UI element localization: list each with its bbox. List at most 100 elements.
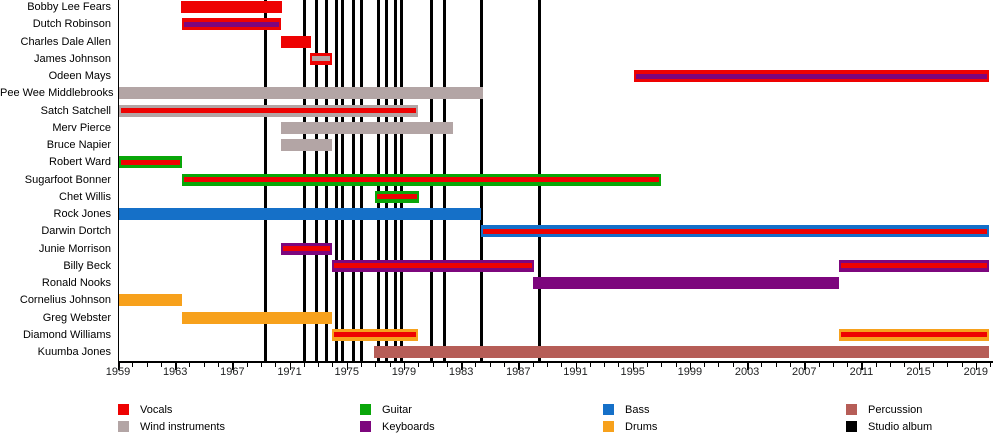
x-axis-minor-tick [961, 363, 963, 367]
member-labels: Bobby Lee Fears Dutch Robinson Charles Dal… [0, 0, 114, 362]
x-axis-minor-tick [675, 363, 677, 367]
x-axis-tick-label: 1967 [220, 366, 245, 378]
x-axis-tick-label: 2011 [849, 366, 874, 378]
x-axis-minor-tick [661, 363, 663, 367]
x-axis-minor-tick [718, 363, 720, 367]
member-tenure-bar [309, 52, 333, 65]
secondary-role-stripe [840, 263, 987, 269]
x-axis-minor-tick [532, 363, 534, 367]
member-tenure-bar [119, 87, 483, 100]
x-axis-major-tick [289, 363, 292, 370]
secondary-role-stripe [334, 332, 417, 338]
x-axis-minor-tick [275, 363, 277, 367]
x-axis-minor-tick [647, 363, 648, 367]
x-axis-minor-tick [260, 363, 262, 367]
x-axis-minor-tick [132, 363, 134, 367]
y-axis-spine [118, 0, 119, 362]
member-label: Darwin Dortch [41, 225, 111, 238]
guitar-color-swatch [360, 404, 371, 415]
x-axis-tick-label: 1995 [620, 366, 645, 378]
member-tenure-bar [374, 190, 419, 203]
secondary-role-stripe [334, 263, 533, 269]
member-tenure-bar [182, 18, 281, 31]
x-axis-minor-tick [604, 363, 606, 367]
member-tenure-bar [332, 328, 419, 341]
secondary-role-stripe [636, 73, 987, 79]
x-axis-minor-tick [475, 363, 477, 367]
x-axis-minor-tick [947, 363, 949, 367]
member-tenure-bar [838, 328, 989, 341]
member-tenure-bar [634, 70, 989, 82]
studio_album-color-swatch [846, 421, 857, 432]
x-axis-minor-tick [504, 363, 506, 367]
member-label: Odeen Mays [48, 70, 111, 82]
member-tenure-bar [180, 1, 283, 13]
member-label: James Johnson [33, 52, 111, 65]
x-axis-major-tick [747, 363, 749, 370]
member-label: Satch Satchell [40, 104, 111, 117]
x-axis-minor-tick [932, 363, 934, 367]
member-label: Greg Webster [42, 311, 111, 324]
x-axis-tick-label: 2019 [963, 366, 989, 378]
x-axis-minor-tick [732, 363, 734, 367]
x-axis-minor-tick [875, 363, 877, 367]
x-axis-minor-tick [832, 363, 834, 367]
member-label: Dutch Robinson [32, 18, 111, 31]
percussion-color-swatch [846, 404, 857, 415]
x-axis-minor-tick [990, 363, 992, 367]
x-axis-minor-tick [318, 363, 320, 367]
member-tenure-bar [532, 277, 839, 289]
member-tenure-bar [118, 208, 482, 220]
secondary-role-stripe [376, 194, 417, 200]
member-label: Rock Jones [53, 208, 111, 220]
member-label: Junie Morrison [38, 242, 111, 255]
x-axis-minor-tick [489, 363, 491, 367]
keyboards-color-swatch [360, 421, 371, 432]
x-axis-minor-tick [389, 363, 391, 367]
x-axis-tick-label: 1959 [105, 366, 131, 378]
legend-label: Bass [625, 404, 650, 416]
legend-label: Percussion [868, 404, 923, 416]
x-axis-minor-tick [789, 363, 791, 367]
x-axis-minor-tick [246, 363, 248, 367]
x-axis-minor-tick [160, 363, 162, 367]
secondary-role-stripe [483, 228, 987, 234]
secondary-role-stripe [120, 159, 181, 165]
x-axis-minor-tick [904, 363, 906, 367]
x-axis-minor-tick [818, 363, 820, 367]
member-tenure-bar [118, 156, 183, 169]
member-tenure-bar [280, 242, 333, 255]
member-tenure-bar [373, 346, 989, 358]
vocals-color-swatch [118, 404, 129, 415]
x-axis-minor-tick [146, 363, 148, 367]
x-axis-minor-tick [589, 363, 591, 367]
x-axis-tick-label: 1983 [448, 366, 474, 378]
member-label: Cornelius Johnson [19, 294, 111, 307]
x-axis-minor-tick [704, 363, 706, 367]
member-label: Sugarfoot Bonner [24, 173, 111, 186]
x-axis-major-tick [518, 363, 520, 370]
x-axis-minor-tick [218, 363, 220, 367]
member-tenure-bar [481, 225, 989, 238]
x-axis-minor-tick [203, 363, 205, 367]
x-axis-tick-label: 2015 [906, 366, 931, 378]
member-tenure-bar [118, 294, 183, 307]
x-axis-minor-tick [761, 363, 763, 367]
x-axis-minor-tick [446, 363, 448, 367]
member-tenure-bar [332, 259, 535, 272]
x-axis-tick-label: 2007 [792, 366, 817, 378]
member-label: Pee Wee Middlebrooks [0, 87, 114, 100]
x-axis-major-tick [918, 363, 921, 370]
x-axis-minor-tick [561, 363, 563, 367]
legend-label: Vocals [140, 404, 173, 416]
member-label: Merv Pierce [52, 121, 111, 134]
secondary-role-stripe [311, 56, 331, 62]
x-axis-major-tick [575, 363, 578, 370]
x-axis-minor-tick [546, 363, 548, 367]
x-axis-tick-label: 1971 [277, 366, 302, 378]
x-axis-minor-tick [189, 363, 191, 367]
legend-label: Keyboards [382, 421, 435, 433]
x-axis-minor-tick [361, 363, 363, 367]
x-axis-minor-tick [618, 363, 620, 367]
